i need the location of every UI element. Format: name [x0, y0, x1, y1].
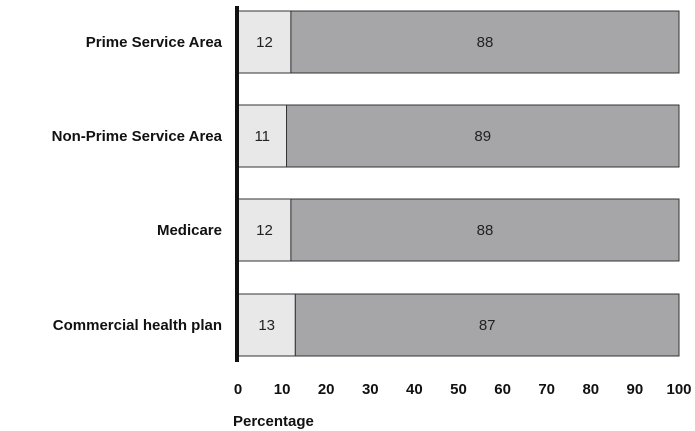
x-tick-label: 100 — [666, 381, 691, 398]
x-tick-label: 20 — [318, 381, 335, 398]
bar-segment-1-row-4 — [237, 293, 296, 357]
x-tick-label: 60 — [494, 381, 511, 398]
data-label-1-row-1: 12 — [256, 34, 273, 51]
category-label: Commercial health plan — [53, 317, 222, 334]
bar-segment-2-row-3 — [290, 198, 680, 262]
data-label-2-row-3: 88 — [477, 222, 494, 239]
x-tick-label: 30 — [362, 381, 379, 398]
bar-segment-1-row-1 — [237, 10, 292, 74]
bar-segment-2-row-4 — [294, 293, 680, 357]
x-tick-label: 80 — [582, 381, 599, 398]
x-axis-title: Percentage — [233, 413, 314, 430]
bars-group: 12 88 11 89 12 88 13 87 — [237, 10, 680, 357]
data-label-1-row-3: 12 — [256, 222, 273, 239]
bar-segment-1-row-3 — [237, 198, 292, 262]
bar-segment-1-row-2 — [237, 104, 288, 168]
data-label-2-row-1: 88 — [477, 34, 494, 51]
category-label: Non-Prime Service Area — [52, 128, 223, 145]
bar-segment-2-row-2 — [286, 104, 680, 168]
x-tick-label: 70 — [538, 381, 555, 398]
category-label: Medicare — [157, 222, 222, 239]
data-label-2-row-2: 89 — [474, 128, 491, 145]
x-tick-label: 50 — [450, 381, 467, 398]
category-labels: Prime Service Area Non-Prime Service Area… — [52, 34, 223, 334]
x-tick-label: 10 — [274, 381, 291, 398]
x-tick-label: 0 — [234, 381, 242, 398]
data-label-2-row-4: 87 — [479, 317, 496, 334]
bar-segment-2-row-1 — [290, 10, 680, 74]
x-tick-labels: 0 10 20 30 40 50 60 70 80 90 100 — [234, 381, 692, 398]
x-tick-label: 90 — [627, 381, 644, 398]
data-label-1-row-4: 13 — [258, 317, 275, 334]
category-label: Prime Service Area — [86, 34, 223, 51]
data-label-1-row-2: 11 — [254, 128, 270, 145]
x-tick-label: 40 — [406, 381, 423, 398]
